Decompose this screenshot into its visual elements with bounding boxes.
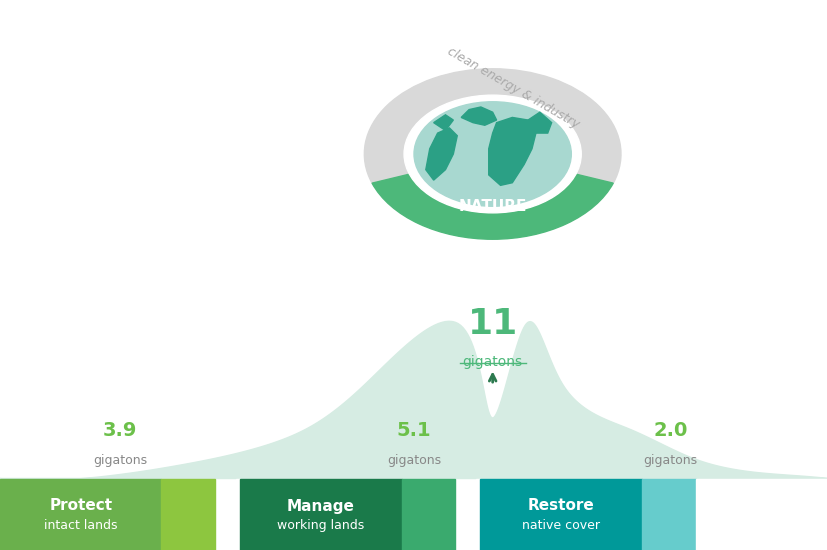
Bar bbox=[0, 478, 161, 550]
Polygon shape bbox=[425, 128, 457, 180]
Text: Protect: Protect bbox=[49, 498, 112, 514]
Bar bbox=[240, 478, 401, 550]
Bar bbox=[161, 478, 215, 550]
Polygon shape bbox=[461, 107, 496, 125]
Text: 2.0: 2.0 bbox=[653, 421, 687, 440]
Text: gigatons: gigatons bbox=[386, 454, 441, 467]
Wedge shape bbox=[364, 69, 620, 183]
Polygon shape bbox=[0, 321, 827, 481]
Text: gigatons: gigatons bbox=[93, 454, 147, 467]
Text: working lands: working lands bbox=[277, 519, 364, 532]
Bar bbox=[641, 478, 695, 550]
Text: clean energy & industry: clean energy & industry bbox=[445, 45, 581, 131]
Text: 3.9: 3.9 bbox=[103, 421, 137, 440]
Bar bbox=[480, 478, 641, 550]
Text: Manage: Manage bbox=[287, 498, 354, 514]
Text: 5.1: 5.1 bbox=[396, 421, 431, 440]
Polygon shape bbox=[433, 115, 453, 130]
Bar bbox=[476, 478, 480, 550]
Text: native cover: native cover bbox=[521, 519, 600, 532]
Bar bbox=[236, 478, 240, 550]
Circle shape bbox=[404, 95, 581, 213]
Polygon shape bbox=[528, 112, 551, 133]
Text: 11: 11 bbox=[467, 307, 517, 341]
Circle shape bbox=[414, 102, 571, 206]
Bar bbox=[695, 478, 827, 550]
Text: intact lands: intact lands bbox=[44, 519, 117, 532]
Text: gigatons: gigatons bbox=[643, 454, 697, 467]
Text: Restore: Restore bbox=[527, 498, 594, 514]
Polygon shape bbox=[488, 118, 535, 185]
Bar bbox=[401, 478, 455, 550]
Text: gigatons: gigatons bbox=[462, 355, 522, 368]
Wedge shape bbox=[371, 174, 613, 239]
Text: NATURE: NATURE bbox=[458, 199, 526, 214]
